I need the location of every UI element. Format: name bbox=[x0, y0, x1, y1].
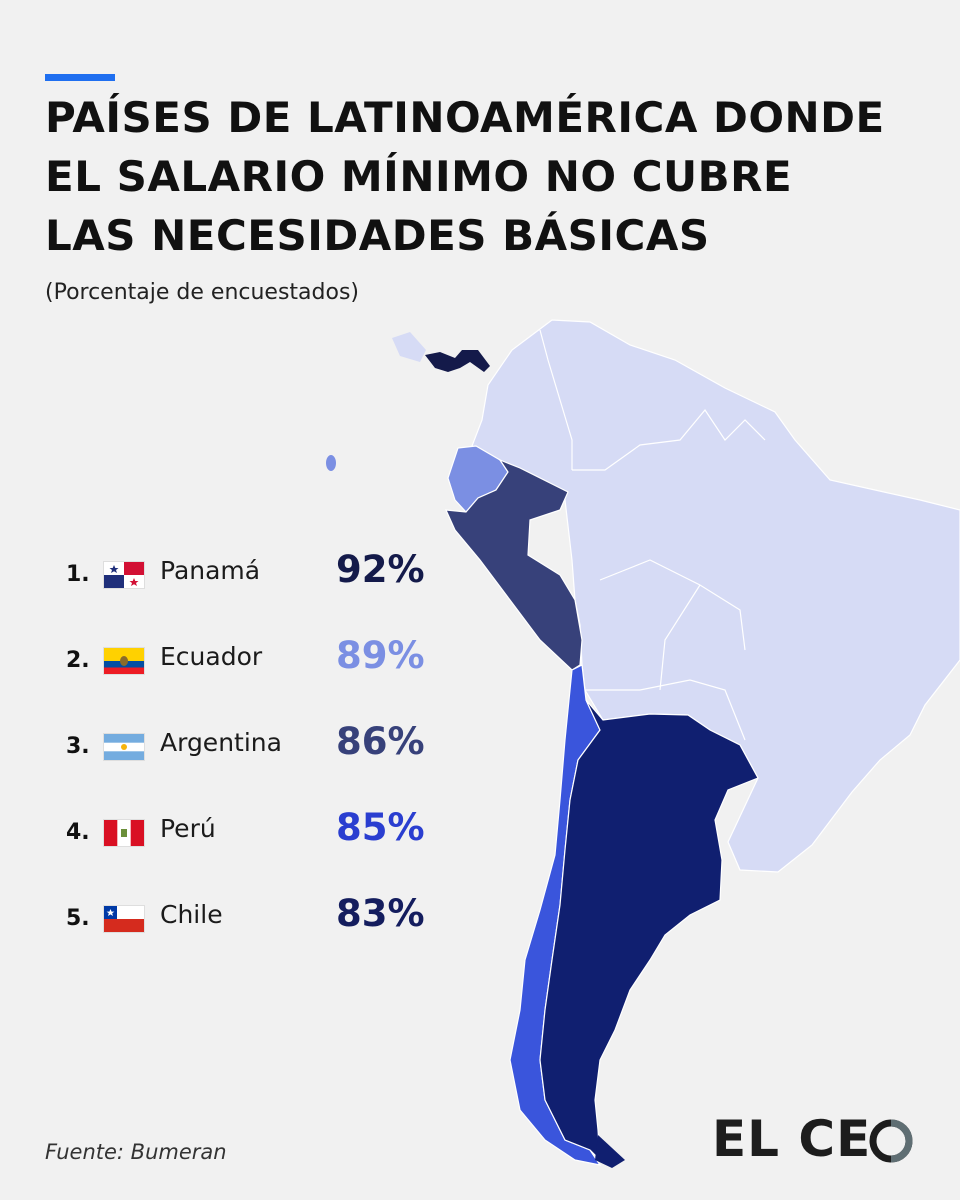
rank-number: 2. bbox=[66, 648, 90, 673]
page-title: PAÍSES DE LATINOAMÉRICA DONDE EL SALARIO… bbox=[45, 88, 925, 265]
rank-number: 4. bbox=[66, 820, 90, 845]
percentage-value: 92% bbox=[336, 548, 425, 591]
percentage-value: 89% bbox=[336, 634, 425, 677]
rank-number: 3. bbox=[66, 734, 90, 759]
title-line-2: EL SALARIO MÍNIMO NO CUBRE bbox=[45, 152, 793, 201]
percentage-value: 86% bbox=[336, 720, 425, 763]
map-region-panama bbox=[425, 350, 490, 372]
map-region-other-countries bbox=[471, 319, 960, 873]
map-region-tierra-del-fuego bbox=[595, 1135, 625, 1168]
ecuador-flag-icon bbox=[104, 648, 144, 674]
source-note: Fuente: Bumeran bbox=[45, 1140, 227, 1164]
list-item: 5. Chile 83% bbox=[66, 892, 446, 952]
country-name: Ecuador bbox=[160, 642, 263, 671]
title-accent-bar bbox=[45, 74, 115, 81]
el-ceo-logo: EL CE bbox=[712, 1110, 871, 1168]
list-item: 4. Perú 85% bbox=[66, 806, 446, 866]
country-name: Argentina bbox=[160, 728, 282, 757]
list-item: 3. Argentina 86% bbox=[66, 720, 446, 780]
logo-o-letter: O bbox=[891, 1147, 892, 1149]
logo-o-icon: O bbox=[869, 1119, 913, 1163]
panama-flag-icon bbox=[104, 562, 144, 588]
title-line-3: LAS NECESIDADES BÁSICAS bbox=[45, 211, 710, 260]
country-name: Chile bbox=[160, 900, 223, 929]
country-name: Panamá bbox=[160, 556, 261, 585]
argentina-flag-icon bbox=[104, 734, 144, 760]
rank-number: 5. bbox=[66, 906, 90, 931]
logo-text: EL CE bbox=[712, 1110, 872, 1168]
chile-flag-icon bbox=[104, 906, 144, 932]
rank-number: 1. bbox=[66, 562, 90, 587]
map-region-galapagos bbox=[326, 455, 336, 471]
list-item: 1. Panamá 92% bbox=[66, 548, 446, 608]
percentage-value: 85% bbox=[336, 806, 425, 849]
list-item: 2. Ecuador 89% bbox=[66, 634, 446, 694]
country-name: Perú bbox=[160, 814, 216, 843]
peru-flag-icon bbox=[104, 820, 144, 846]
title-line-1: PAÍSES DE LATINOAMÉRICA DONDE bbox=[45, 93, 885, 142]
map-region-costa-rica bbox=[392, 332, 426, 362]
map-region-peru bbox=[445, 458, 583, 671]
subtitle: (Porcentaje de encuestados) bbox=[45, 280, 359, 305]
map-region-argentina bbox=[539, 699, 759, 1162]
percentage-value: 83% bbox=[336, 892, 425, 935]
